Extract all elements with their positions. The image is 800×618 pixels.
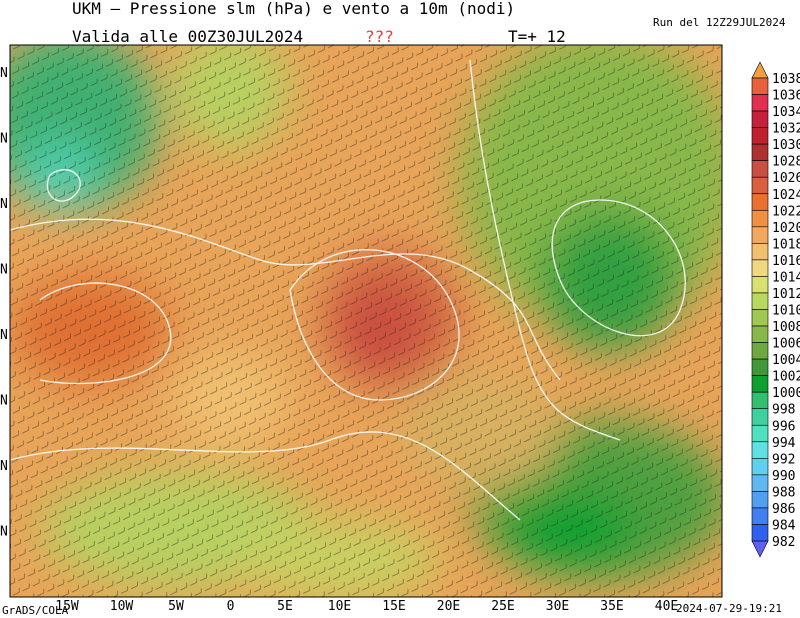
colorbar-label: 1006 [772, 337, 800, 352]
colorbar-box [751, 524, 769, 542]
colorbar-box [751, 94, 769, 112]
map-field [10, 45, 722, 597]
x-label: 0 [227, 599, 235, 614]
colorbar-box [751, 408, 769, 426]
colorbar-box [751, 176, 769, 195]
footer-right: 2024-07-29-19:21 [676, 602, 782, 615]
colorbar-label: 1024 [772, 188, 800, 203]
colorbar-box [751, 110, 769, 128]
colorbar-label: 1022 [772, 204, 800, 219]
colorbar-label: 1008 [772, 320, 800, 335]
x-label: 40E [655, 599, 678, 614]
colorbar-label: 1014 [772, 270, 800, 285]
y-label: N [0, 132, 8, 147]
colorbar-label: 1020 [772, 221, 800, 236]
footer-left: GrADS/COLA [2, 604, 69, 617]
colorbar-box [751, 424, 769, 443]
run-time: Run del 12Z29JUL2024 [653, 16, 786, 29]
colorbar-label: 990 [772, 469, 795, 484]
x-label: 10W [110, 599, 134, 614]
flag: ??? [365, 27, 394, 46]
colorbar-label: 996 [772, 419, 795, 434]
colorbar-box [751, 507, 769, 525]
x-label: 5E [277, 599, 293, 614]
colorbar-label: 1032 [772, 122, 800, 137]
colorbar-label: 994 [772, 436, 796, 451]
colorbar-label: 998 [772, 403, 795, 418]
colorbar-label: 1004 [772, 353, 800, 368]
colorbar-box [751, 325, 769, 343]
colorbar-label: 1026 [772, 171, 800, 186]
colorbar-label: 1030 [772, 138, 800, 153]
colorbar-box [751, 441, 769, 459]
colorbar-box [751, 458, 769, 476]
colorbar-box [751, 160, 769, 178]
colorbar-label: 992 [772, 452, 795, 467]
x-label: 25E [491, 599, 514, 614]
y-label: N [0, 394, 8, 409]
colorbar-box [751, 143, 769, 161]
colorbar-box [751, 77, 769, 95]
y-label: N [0, 66, 8, 81]
colorbar-box [751, 309, 769, 327]
y-label: N [0, 263, 8, 278]
colorbar-box [751, 276, 769, 294]
colorbar-box [751, 193, 769, 211]
colorbar-label: 1016 [772, 254, 800, 269]
colorbar-box [751, 375, 769, 393]
colorbar-label: 1012 [772, 287, 800, 302]
colorbar-label: 1028 [772, 155, 800, 170]
colorbar-bottom-triangle [751, 540, 769, 558]
x-label: 15W [55, 599, 79, 614]
colorbar-label: 988 [772, 485, 795, 500]
colorbar-box [751, 391, 769, 410]
colorbar-box [751, 209, 769, 228]
colorbar-box [751, 358, 769, 376]
x-label: 15E [382, 599, 405, 614]
colorbar-label: 1000 [772, 386, 800, 401]
colorbar-label: 984 [772, 518, 796, 533]
x-label: 35E [600, 599, 623, 614]
forecast-step: T=+ 12 [508, 27, 566, 46]
x-label: 10E [328, 599, 351, 614]
colorbar-label: 986 [772, 502, 795, 517]
y-label: N [0, 328, 8, 343]
colorbar-box [751, 342, 769, 360]
colorbar-box [751, 474, 769, 492]
map-frame [9, 44, 723, 598]
colorbar-label: 1018 [772, 237, 800, 252]
colorbar-box [751, 243, 769, 261]
colorbar-top-triangle [751, 61, 769, 79]
colorbar-box [751, 259, 769, 277]
x-label: 30E [546, 599, 569, 614]
colorbar-label: 982 [772, 535, 795, 550]
colorbar-box [751, 226, 769, 244]
colorbar-label: 1038 [772, 72, 800, 87]
colorbar-box [751, 491, 769, 509]
title: UKM – Pressione slm (hPa) e vento a 10m … [72, 0, 515, 18]
colorbar-label: 1034 [772, 105, 800, 120]
x-label: 20E [437, 599, 460, 614]
colorbar-box [751, 127, 769, 145]
x-label: 5W [168, 599, 184, 614]
y-label: N [0, 197, 8, 212]
colorbar-box [751, 292, 769, 310]
valid-time: Valida alle 00Z30JUL2024 [72, 27, 303, 46]
y-label: N [0, 459, 8, 474]
colorbar-label: 1010 [772, 304, 800, 319]
y-label: N [0, 525, 8, 540]
colorbar-label: 1002 [772, 370, 800, 385]
colorbar-label: 1036 [772, 89, 800, 104]
